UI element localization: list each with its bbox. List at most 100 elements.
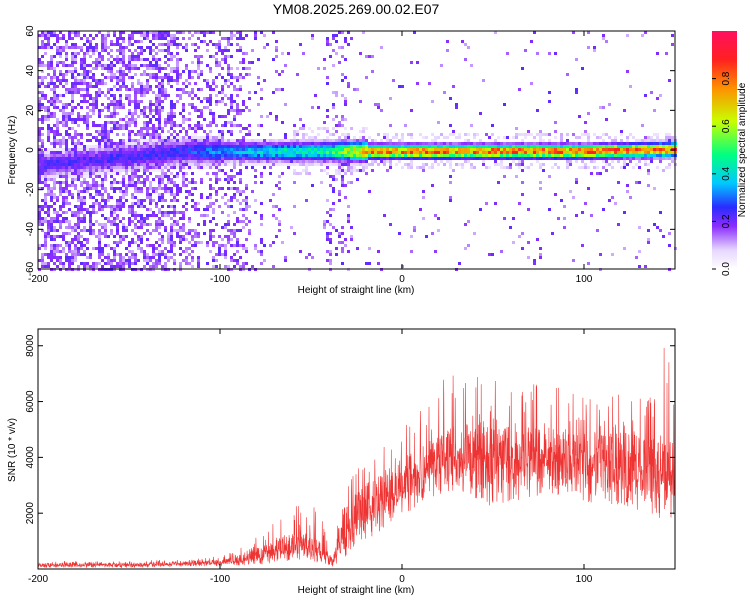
spectrogram-cell (44, 85, 47, 88)
spectrogram-cell (179, 169, 182, 172)
spectrogram-cell (44, 94, 47, 97)
spectrogram-cell (362, 157, 365, 160)
spectrogram-cell (614, 145, 617, 148)
spectrogram-cell (80, 142, 83, 145)
spectrogram-cell (257, 58, 260, 61)
spectrogram-cell (104, 262, 107, 265)
spectrogram-cell (326, 109, 329, 112)
spectrogram-cell (542, 151, 545, 154)
spectrogram-cell (170, 136, 173, 139)
spectrogram-cell (503, 145, 506, 148)
spectrogram-cell (260, 124, 263, 127)
spectrogram-cell (128, 97, 131, 100)
spectrogram-cell (80, 262, 83, 265)
spectrogram-cell (71, 196, 74, 199)
spectrogram-cell (530, 163, 533, 166)
spectrogram-cell (557, 157, 560, 160)
spectrogram-cell (140, 40, 143, 43)
spectrogram-cell (50, 223, 53, 226)
spectrogram-cell (248, 73, 251, 76)
spectrogram-cell (164, 166, 167, 169)
spectrogram-cell (209, 196, 212, 199)
spectrogram-cell (179, 97, 182, 100)
spectrogram-cell (161, 34, 164, 37)
spectrogram-cell (44, 211, 47, 214)
spectrogram-cell (221, 169, 224, 172)
spectrogram-cell (548, 52, 551, 55)
spectrogram-cell (506, 154, 509, 157)
spectrogram-cell (314, 136, 317, 139)
spectrogram-cell (158, 97, 161, 100)
spectrogram-cell (422, 169, 425, 172)
spectrogram-cell (233, 193, 236, 196)
spectrogram-cell (329, 175, 332, 178)
spectrogram-cell (89, 253, 92, 256)
spectrogram-cell (44, 265, 47, 268)
spectrogram-cell (473, 166, 476, 169)
spectrogram-cell (479, 139, 482, 142)
spectrogram-cell (131, 58, 134, 61)
spectrogram-cell (47, 124, 50, 127)
spectrogram-cell (422, 196, 425, 199)
spectrogram-cell (314, 142, 317, 145)
spectrogram-cell (596, 142, 599, 145)
spectrogram-cell (239, 169, 242, 172)
spectrogram-cell (443, 151, 446, 154)
spectrogram-cell (608, 199, 611, 202)
spectrogram-cell (86, 157, 89, 160)
spectrogram-cell (227, 241, 230, 244)
spectrogram-cell (56, 259, 59, 262)
spectrogram-cell (143, 136, 146, 139)
spectrogram-cell (44, 160, 47, 163)
spectrogram-cell (53, 253, 56, 256)
spectrogram-cell (236, 112, 239, 115)
spectrogram-cell (188, 193, 191, 196)
spectrogram-cell (260, 88, 263, 91)
spectrogram-cell (218, 130, 221, 133)
spectrogram-cell (122, 46, 125, 49)
spectrogram-cell (503, 151, 506, 154)
spectrogram-cell (278, 157, 281, 160)
spectrogram-cell (275, 49, 278, 52)
spectrogram-cell (119, 49, 122, 52)
spectrogram-cell (74, 166, 77, 169)
spectrogram-cell (176, 79, 179, 82)
spectrogram-cell (161, 127, 164, 130)
spectrogram-cell (152, 49, 155, 52)
spectrogram-cell (191, 235, 194, 238)
spectrogram-cell (74, 238, 77, 241)
spectrogram-cell (44, 148, 47, 151)
spectrogram-cell (392, 142, 395, 145)
spectrogram-cell (167, 94, 170, 97)
spectrogram-cell (356, 145, 359, 148)
spectrogram-cell (116, 40, 119, 43)
spectrogram-cell (245, 151, 248, 154)
spectrogram-cell (323, 148, 326, 151)
spectrogram-cell (248, 139, 251, 142)
spectrogram-cell (467, 151, 470, 154)
spectrogram-cell (161, 100, 164, 103)
spectrogram-cell (62, 247, 65, 250)
spectrogram-cell (131, 85, 134, 88)
spectrogram-cell (101, 160, 104, 163)
spectrogram-cell (239, 265, 242, 268)
spectrogram-cell (557, 166, 560, 169)
spectrogram-cell (170, 151, 173, 154)
spectrogram-cell (191, 178, 194, 181)
spectrogram-cell (203, 79, 206, 82)
spectrogram-cell (125, 259, 128, 262)
spectrogram-cell (554, 163, 557, 166)
spectrogram-cell (98, 256, 101, 259)
spectrogram-cell (575, 142, 578, 145)
spectrogram-cell (221, 157, 224, 160)
spectrogram-cell (167, 58, 170, 61)
spectrogram-cell (206, 160, 209, 163)
spectrogram-cell (167, 238, 170, 241)
spectrogram-cell (119, 163, 122, 166)
spectrogram-cell (131, 139, 134, 142)
spectrogram-cell (152, 55, 155, 58)
spectrogram-cell (128, 67, 131, 70)
spectrogram-cell (53, 202, 56, 205)
spectrogram-cell (116, 241, 119, 244)
spectrogram-cell (161, 37, 164, 40)
